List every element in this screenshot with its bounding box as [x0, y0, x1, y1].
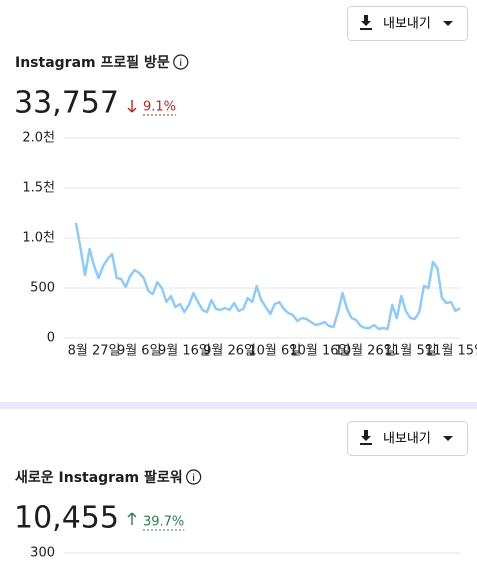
export-button[interactable]: 내보내기: [347, 6, 468, 41]
change-arrow: [127, 512, 137, 525]
caret[interactable]: [443, 436, 453, 441]
info-icon: [173, 54, 189, 70]
card-title: Instagram 프로필 방문: [15, 54, 170, 71]
x-tick-label: 11월 5일: [384, 344, 437, 359]
card-title: 새로운 Instagram 팔로워: [15, 469, 183, 486]
y-tick-label: 1.0천: [22, 231, 55, 246]
x-tick-label: 10월 6일: [248, 344, 301, 359]
x-tick-label: 10월 16일: [289, 344, 350, 359]
y-tick-label: 1.5천: [22, 181, 55, 196]
y-tick-label: 500: [30, 281, 55, 296]
download-icon[interactable]: [360, 15, 372, 30]
info-icon: [186, 469, 202, 485]
change: 39.7%: [143, 515, 184, 530]
button-frame[interactable]: [347, 6, 468, 41]
info-i: i: [192, 473, 195, 484]
download-icon[interactable]: [360, 430, 372, 445]
y-tick-label: 300: [30, 546, 55, 561]
x-tick-label: 9월 6일: [117, 344, 162, 359]
button-label[interactable]: 내보내기: [383, 17, 431, 32]
button-frame[interactable]: [347, 421, 468, 456]
y-tick-label: 2.0천: [22, 131, 55, 146]
info-i: i: [179, 58, 182, 69]
caret[interactable]: [443, 21, 453, 26]
divider: [0, 402, 477, 409]
total: 33,757: [14, 86, 119, 121]
x-tick-label: 10월 26일: [335, 344, 396, 359]
change: 9.1%: [143, 100, 176, 115]
visits-line: [74, 222, 461, 331]
x-tick-label: 9월 26일: [203, 344, 256, 359]
total: 10,455: [14, 501, 119, 536]
card: 내보내기 Instagram 프로필 방문 i 33,757 9.1% 0 500 1.0천 1…: [14, 6, 477, 359]
x-tick-label: 8월 27일: [68, 344, 121, 359]
x-tick-label: 11월 15일: [425, 344, 477, 359]
y-tick-label: 0: [47, 331, 55, 346]
change-arrow: [127, 100, 137, 113]
x-tick-label: 9월 16일: [158, 344, 211, 359]
button-label[interactable]: 내보내기: [383, 432, 431, 447]
export-button[interactable]: 내보내기: [347, 421, 468, 456]
